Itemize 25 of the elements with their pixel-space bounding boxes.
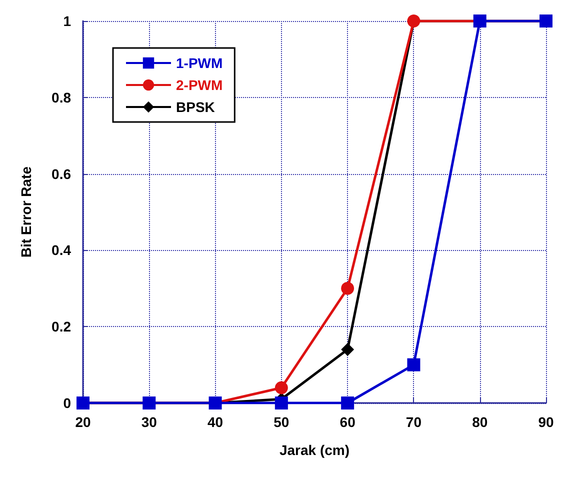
- point: [341, 282, 354, 295]
- x-tick-label: 20: [75, 414, 91, 430]
- legend-label: BPSK: [176, 99, 215, 115]
- x-tick-label: 90: [538, 414, 554, 430]
- x-tick-label: 50: [274, 414, 290, 430]
- x-tick-label: 30: [141, 414, 158, 430]
- point: [274, 381, 288, 394]
- y-tick-label: 0.2: [52, 318, 72, 335]
- y-tick-label: 1: [63, 13, 72, 29]
- x-tick-label: 60: [340, 414, 356, 430]
- point: [341, 396, 354, 410]
- point: [341, 343, 354, 356]
- x-tick-label: 40: [207, 414, 224, 430]
- legend-label: 1-PWM: [176, 55, 223, 71]
- y-tick-label: 0.4: [52, 242, 72, 258]
- x-tick-label: 80: [472, 414, 488, 430]
- y-axis-title: Bit Error Rate: [18, 166, 34, 258]
- point: [274, 396, 288, 410]
- point: [407, 358, 420, 372]
- x-axis-title: Jarak (cm): [279, 442, 350, 458]
- x-tick-label: 70: [406, 414, 422, 430]
- legend-label: 2-PWM: [176, 77, 223, 93]
- y-tick-label: 0.8: [52, 89, 72, 106]
- y-tick-label: 0: [63, 395, 72, 411]
- y-tick-label: 0.6: [52, 166, 72, 182]
